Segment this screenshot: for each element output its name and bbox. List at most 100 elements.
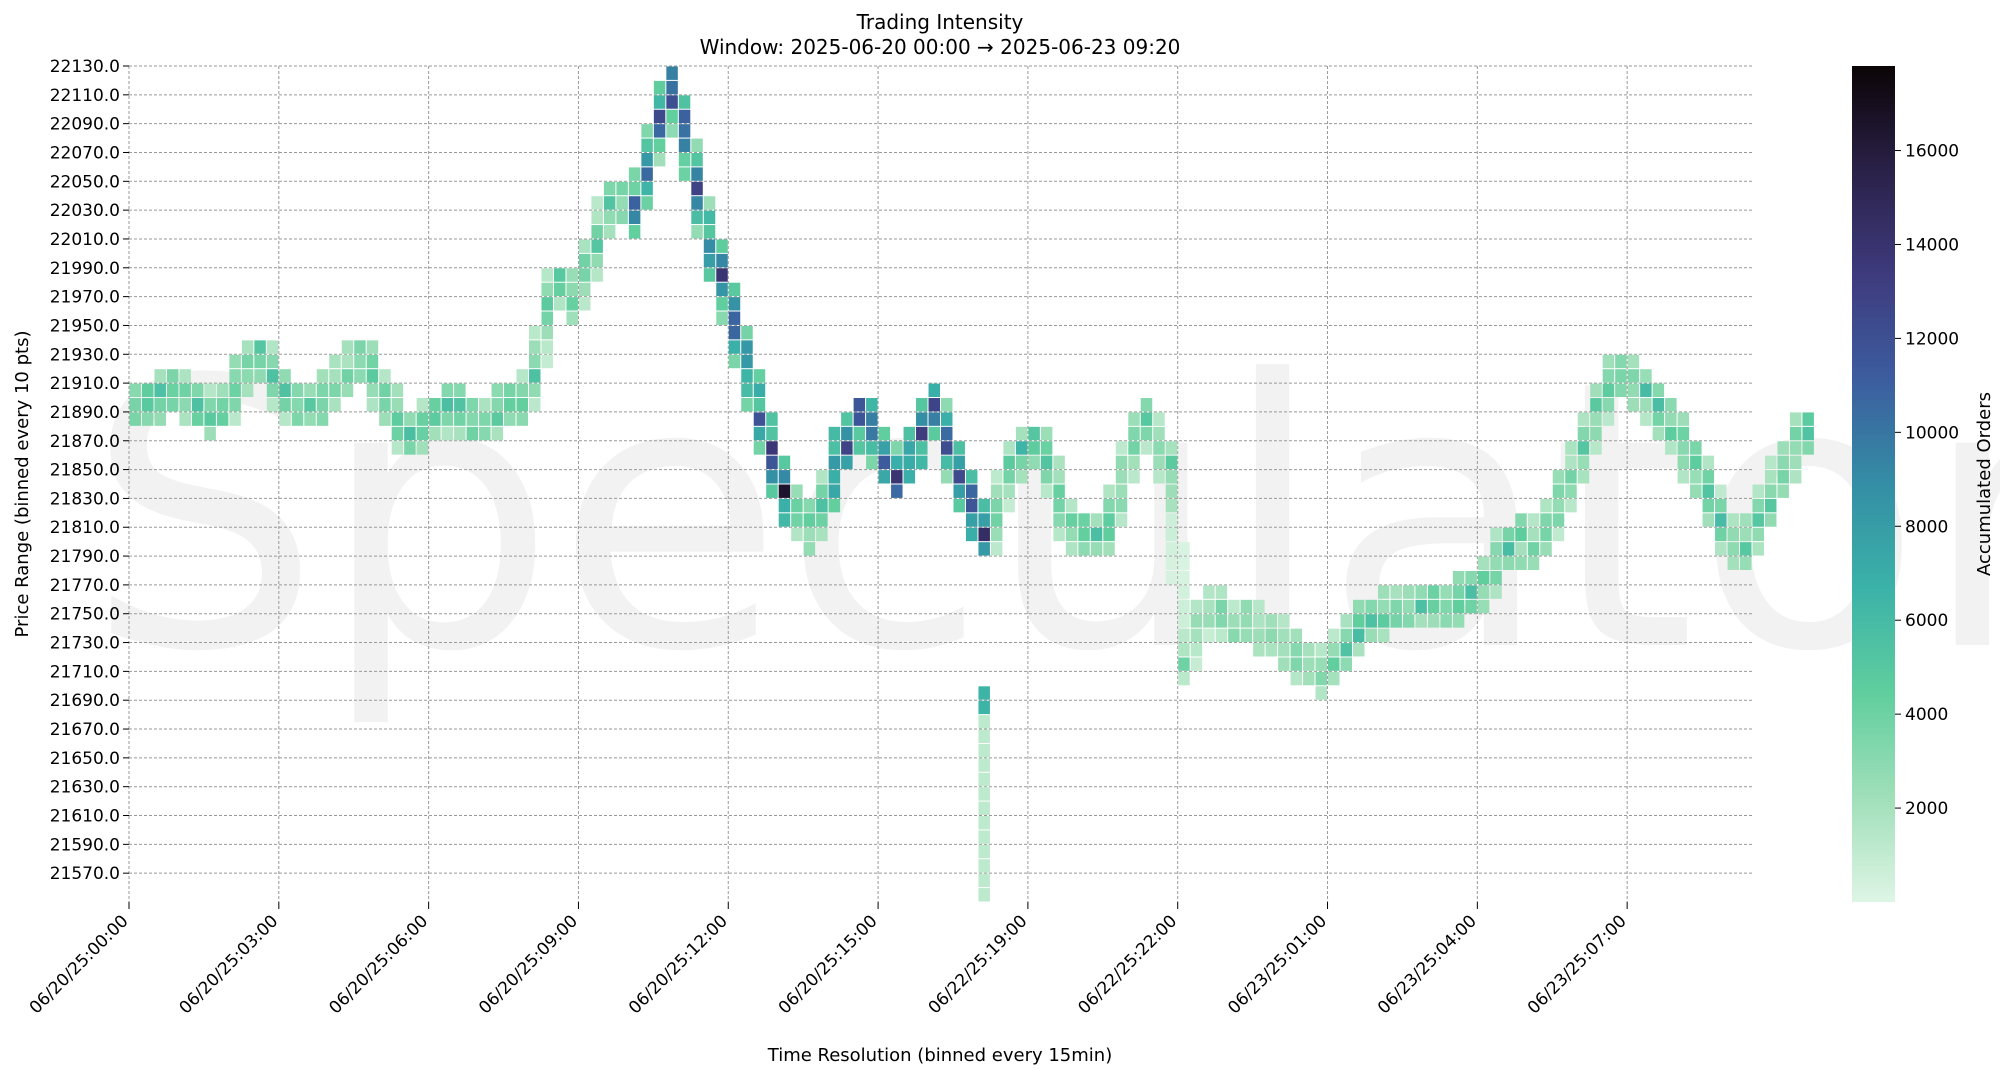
heatmap-cell xyxy=(616,196,628,210)
heatmap-cell xyxy=(1128,426,1140,441)
y-tick-label: 22090.0 xyxy=(50,115,120,135)
heatmap-cell xyxy=(1015,470,1028,484)
heatmap-cell xyxy=(191,398,204,412)
heatmap-cell xyxy=(1740,513,1752,527)
heatmap-cell xyxy=(641,167,653,181)
heatmap-cell xyxy=(1328,657,1340,671)
heatmap-cell xyxy=(1665,441,1677,455)
heatmap-cell xyxy=(1690,441,1702,455)
heatmap-cell xyxy=(1577,470,1590,484)
heatmap-cell xyxy=(341,383,354,398)
heatmap-cell xyxy=(666,80,678,95)
heatmap-cell xyxy=(1727,542,1740,556)
heatmap-cell xyxy=(841,441,853,455)
heatmap-cell xyxy=(229,369,241,383)
heatmap-cell xyxy=(1677,470,1690,484)
heatmap-cell xyxy=(1178,643,1190,657)
x-tick-label: 06/20/25:06:00 xyxy=(325,911,432,1018)
heatmap-cell xyxy=(341,354,354,369)
heatmap-cell xyxy=(1203,599,1215,614)
heatmap-cell xyxy=(1303,643,1315,657)
y-tick-label: 21830.0 xyxy=(50,489,120,509)
heatmap-cell xyxy=(816,527,828,542)
heatmap-cell xyxy=(1253,643,1265,657)
heatmap-cell xyxy=(878,441,891,455)
heatmap-cell xyxy=(816,513,828,527)
heatmap-cell xyxy=(553,297,566,311)
heatmap-cell xyxy=(1053,513,1065,527)
heatmap-cell xyxy=(1078,527,1090,542)
heatmap-cell xyxy=(1165,441,1178,455)
heatmap-cell xyxy=(454,383,466,398)
heatmap-cell xyxy=(728,325,741,340)
heatmap-cell xyxy=(366,354,379,369)
heatmap-cell xyxy=(1602,398,1615,412)
heatmap-cell xyxy=(141,412,154,426)
heatmap-cell xyxy=(691,138,703,152)
heatmap-cell xyxy=(1290,628,1303,643)
heatmap-cell xyxy=(1715,527,1727,542)
heatmap-cell xyxy=(1153,441,1165,455)
heatmap-cell xyxy=(1490,527,1502,542)
y-tick-label: 21790.0 xyxy=(50,547,120,567)
heatmap-cell xyxy=(1477,570,1490,585)
y-tick-label: 22110.0 xyxy=(50,86,120,106)
heatmap-cell xyxy=(529,325,541,340)
heatmap-cell xyxy=(1103,498,1115,513)
heatmap-cell xyxy=(316,412,329,426)
heatmap-cell xyxy=(441,412,454,426)
heatmap-cell xyxy=(1752,527,1764,542)
heatmap-cell xyxy=(1565,484,1577,498)
heatmap-cell xyxy=(1652,426,1665,441)
y-tick-label: 22010.0 xyxy=(50,230,120,250)
heatmap-cell xyxy=(1627,398,1640,412)
heatmap-cell xyxy=(141,383,154,398)
heatmap-cell xyxy=(816,484,828,498)
y-tick-label: 22070.0 xyxy=(50,143,120,163)
heatmap-cell xyxy=(716,253,728,268)
heatmap-cell xyxy=(216,383,229,398)
heatmap-cell xyxy=(965,513,978,527)
heatmap-cell xyxy=(1153,426,1165,441)
heatmap-cell xyxy=(1015,455,1028,470)
heatmap-cell xyxy=(1427,599,1440,614)
heatmap-cell xyxy=(1502,556,1515,570)
heatmap-cell xyxy=(941,470,953,484)
heatmap-cell xyxy=(1090,513,1103,527)
heatmap-cell xyxy=(965,498,978,513)
heatmap-cell xyxy=(1365,628,1377,643)
heatmap-cell xyxy=(204,383,216,398)
heatmap-cell xyxy=(1290,643,1303,657)
heatmap-cell xyxy=(291,398,304,412)
heatmap-cell xyxy=(1477,585,1490,599)
heatmap-cell xyxy=(441,398,454,412)
heatmap-cell xyxy=(1253,614,1265,628)
heatmap-cell xyxy=(391,383,404,398)
heatmap-cell xyxy=(741,325,753,340)
heatmap-cell xyxy=(1540,527,1552,542)
heatmap-cell xyxy=(366,383,379,398)
heatmap-cell xyxy=(391,412,404,426)
heatmap-cell xyxy=(1140,398,1153,412)
heatmap-cell xyxy=(741,340,753,354)
heatmap-cell xyxy=(1502,527,1515,542)
y-tick-label: 21950.0 xyxy=(50,316,120,336)
heatmap-cell xyxy=(978,700,990,715)
heatmap-cell xyxy=(1477,599,1490,614)
heatmap-cell xyxy=(1440,585,1452,599)
x-tick-label: 06/20/25:15:00 xyxy=(775,911,882,1018)
heatmap-cell xyxy=(329,383,341,398)
heatmap-cell xyxy=(1215,614,1228,628)
heatmap-cell xyxy=(1515,542,1527,556)
heatmap-cell xyxy=(1577,412,1590,426)
heatmap-cell xyxy=(978,787,990,801)
heatmap-cell xyxy=(291,412,304,426)
heatmap-cell xyxy=(728,311,741,325)
heatmap-cell xyxy=(1328,643,1340,657)
heatmap-cell xyxy=(978,758,990,772)
heatmap-cell xyxy=(279,369,291,383)
heatmap-cell xyxy=(504,383,516,398)
y-tick-label: 21630.0 xyxy=(50,778,120,798)
heatmap-cell xyxy=(1715,484,1727,498)
heatmap-cell xyxy=(1390,585,1402,599)
